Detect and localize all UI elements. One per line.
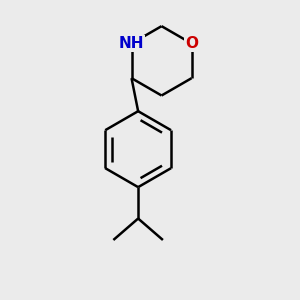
Text: O: O — [185, 36, 198, 51]
Text: NH: NH — [119, 36, 144, 51]
